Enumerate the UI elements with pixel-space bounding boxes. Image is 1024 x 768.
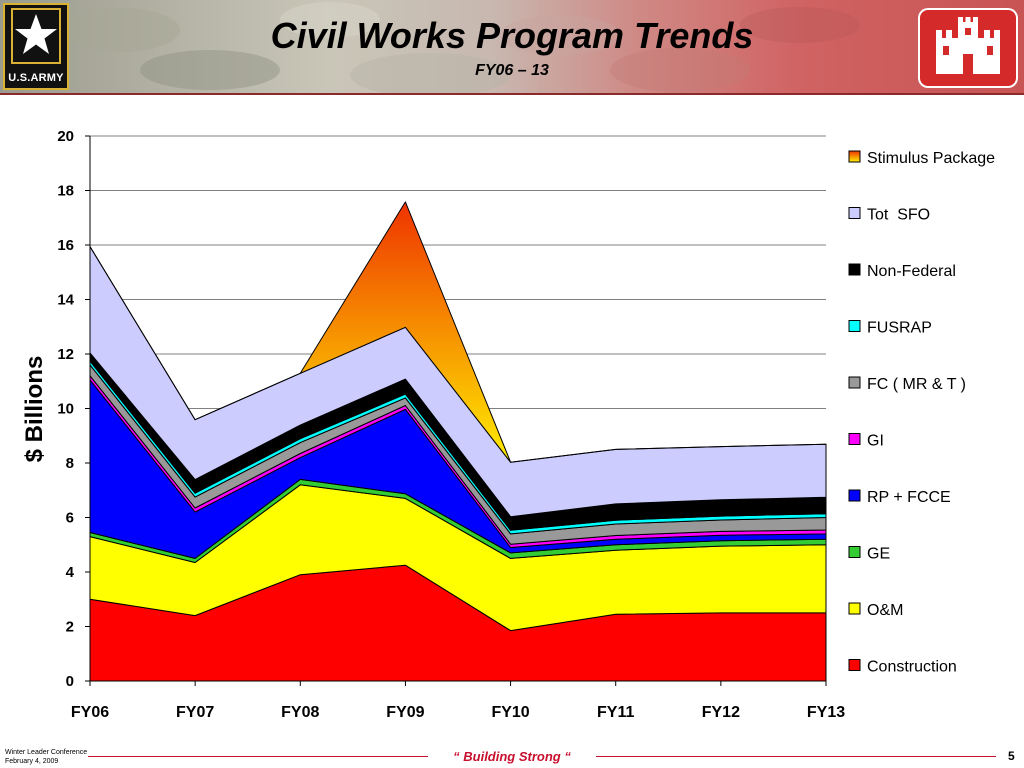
legend-item-ge: GE <box>848 546 890 563</box>
conference-name: Winter Leader Conference <box>5 749 88 756</box>
star-icon <box>11 8 61 64</box>
y-tick-label-14: 14 <box>57 292 74 309</box>
legend-label-rp-fcce: RP + FCCE <box>867 489 951 506</box>
x-tick-label-fy08: FY08 <box>281 704 319 721</box>
footer-conference: Winter Leader Conference February 4, 200… <box>5 748 87 766</box>
y-tick-label-0: 0 <box>66 673 74 690</box>
legend-item-gi: GI <box>848 433 884 450</box>
y-axis-ticks: 0 2 4 6 8 10 12 14 16 18 20 <box>57 128 90 690</box>
legend-label-fusrap: FUSRAP <box>867 320 932 337</box>
legend-swatch-fc-mr-t <box>848 376 861 389</box>
legend-swatch-tot-sfo <box>848 207 861 219</box>
legend-label-stimulus-package: Stimulus Package <box>867 150 995 167</box>
legend-item-construction: Construction <box>848 659 957 676</box>
x-tick-label-fy13: FY13 <box>807 704 845 721</box>
legend-item-rp-fcce: RP + FCCE <box>848 489 951 506</box>
legend-label-tot-sfo: Tot SFO <box>867 207 930 224</box>
footer-motto: “ Building Strong “ <box>453 749 571 764</box>
legend-item-fusrap: FUSRAP <box>848 320 932 337</box>
header-banner: U.S.ARMY Civil Works Program Trends FY06… <box>0 0 1024 95</box>
legend-label-ge: GE <box>867 546 890 563</box>
y-tick-label-4: 4 <box>66 564 75 581</box>
area-series-group <box>89 201 827 682</box>
x-tick-label-fy09: FY09 <box>386 704 424 721</box>
y-tick-label-12: 12 <box>57 346 74 363</box>
x-tick-label-fy11: FY11 <box>597 704 634 721</box>
page-number: 5 <box>1008 749 1015 763</box>
legend-swatch-stimulus-package <box>848 150 861 163</box>
area-stimulus-package <box>89 201 827 463</box>
y-tick-label-18: 18 <box>57 183 74 200</box>
usace-logo <box>918 8 1018 88</box>
page-title: Civil Works Program Trends <box>270 15 754 56</box>
legend-item-stimulus-package: Stimulus Package <box>848 150 995 167</box>
x-tick-label-fy12: FY12 <box>702 704 740 721</box>
x-tick-label-fy06: FY06 <box>71 704 109 721</box>
footer-rule-right <box>596 756 996 757</box>
legend-label-non-federal: Non-Federal <box>867 263 956 280</box>
legend-item-non-federal: Non-Federal <box>848 263 956 280</box>
legend-label-gi: GI <box>867 433 884 450</box>
legend-swatch-o-m <box>848 602 861 615</box>
footer-rule-left <box>88 756 428 757</box>
conference-date: February 4, 2009 <box>5 758 59 765</box>
castle-icon <box>936 17 1000 74</box>
legend-label-fc-mr-t: FC ( MR & T ) <box>867 376 966 393</box>
legend-swatch-ge <box>848 546 861 558</box>
legend: Stimulus Package Tot SFO Non-Federal FUSRAP… <box>848 150 995 676</box>
legend-swatch-gi <box>848 433 861 445</box>
legend-item-tot-sfo: Tot SFO <box>848 207 930 224</box>
legend-swatch-fusrap <box>848 320 861 332</box>
y-tick-label-8: 8 <box>66 455 74 472</box>
header-divider <box>0 93 1024 95</box>
legend-swatch-rp-fcce <box>848 489 861 502</box>
x-axis-ticks: FY06 FY07 FY08 FY09 FY10 FY11 FY12 FY13 <box>71 681 845 721</box>
legend-item-o-m: O&M <box>848 602 903 619</box>
legend-swatch-construction <box>848 659 861 671</box>
y-tick-label-6: 6 <box>66 510 74 527</box>
army-logo: U.S.ARMY <box>3 3 69 90</box>
legend-item-fc-mr-t: FC ( MR & T ) <box>848 376 966 393</box>
y-tick-label-2: 2 <box>66 619 74 636</box>
x-tick-label-fy10: FY10 <box>491 704 529 721</box>
y-tick-label-20: 20 <box>57 128 74 145</box>
legend-label-construction: Construction <box>867 659 957 676</box>
page-subtitle: FY06 – 13 <box>475 62 549 79</box>
y-tick-label-16: 16 <box>57 237 74 254</box>
camouflage-pattern <box>60 2 860 95</box>
y-axis-label: $ Billions <box>21 356 48 463</box>
legend-swatch-non-federal <box>848 263 861 276</box>
army-logo-text: U.S.ARMY <box>8 72 64 84</box>
y-tick-label-10: 10 <box>57 401 74 418</box>
legend-label-o-m: O&M <box>867 602 903 619</box>
x-tick-label-fy07: FY07 <box>176 704 214 721</box>
